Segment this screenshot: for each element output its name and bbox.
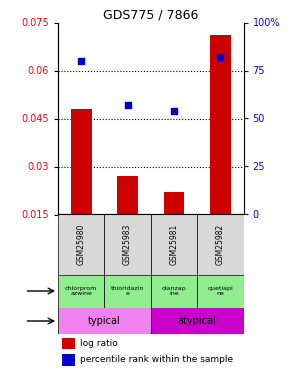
Bar [58,214,104,274]
Text: log ratio: log ratio [80,339,118,348]
Bar [151,308,244,334]
Bar [104,274,151,308]
Point [79,58,84,64]
Text: chlorprom
azwine: chlorprom azwine [65,286,97,296]
Bar [151,214,197,274]
Text: quetiapi
ne: quetiapi ne [208,286,233,296]
Point [218,54,223,60]
Point [125,102,130,108]
Text: GSM25981: GSM25981 [169,224,179,265]
Text: GSM25982: GSM25982 [216,224,225,265]
Bar [58,308,151,334]
Bar [210,35,231,214]
Text: GSM25983: GSM25983 [123,224,132,265]
Bar [71,109,92,214]
Bar [151,274,197,308]
Title: GDS775 / 7866: GDS775 / 7866 [103,8,198,21]
Bar [104,214,151,274]
Point [172,108,176,114]
Bar [62,338,75,350]
Text: GSM25980: GSM25980 [77,224,86,265]
Text: typical: typical [88,316,121,326]
Bar [197,214,244,274]
Text: percentile rank within the sample: percentile rank within the sample [80,356,233,364]
Text: thioridazin
e: thioridazin e [111,286,144,296]
Bar [117,176,138,214]
Text: olanzap
ine: olanzap ine [162,286,186,296]
Bar [58,274,104,308]
Bar [197,274,244,308]
Bar [164,192,184,214]
Text: atypical: atypical [178,316,217,326]
Bar [62,354,75,366]
